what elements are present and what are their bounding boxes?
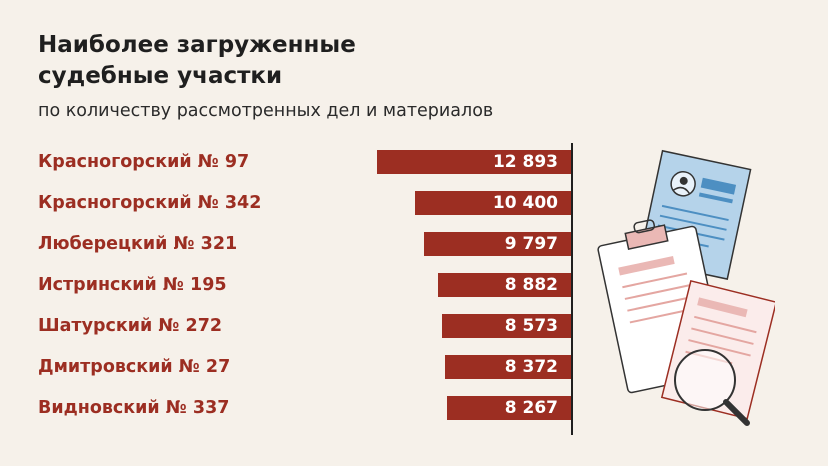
category-label: Видновский № 337 bbox=[38, 398, 230, 418]
category-label: Дмитровский № 27 bbox=[38, 357, 231, 377]
category-label: Люберецкий № 321 bbox=[38, 234, 238, 254]
bar-value-label: 12 893 bbox=[492, 152, 558, 172]
bar: 8 267 bbox=[446, 396, 572, 420]
documents-clipboard-magnifier-icon bbox=[597, 149, 775, 426]
bar-value-label: 9 797 bbox=[504, 234, 558, 254]
bar: 8 882 bbox=[437, 273, 572, 297]
bar: 12 893 bbox=[377, 150, 572, 174]
bar: 8 573 bbox=[442, 314, 572, 338]
bar-value-label: 10 400 bbox=[492, 193, 558, 213]
category-label: Шатурский № 272 bbox=[38, 316, 223, 336]
bar: 10 400 bbox=[414, 191, 572, 215]
category-label: Красногорский № 342 bbox=[38, 193, 262, 213]
category-label: Истринский № 195 bbox=[38, 275, 227, 295]
category-label: Красногорский № 97 bbox=[38, 152, 250, 172]
axis-line bbox=[571, 143, 573, 435]
title-line-1: Наиболее загруженные bbox=[38, 32, 356, 58]
bar-value-label: 8 372 bbox=[504, 357, 558, 377]
chart-title: Наиболее загруженные судебные участки bbox=[38, 30, 438, 92]
chart-subtitle: по количеству рассмотренных дел и матери… bbox=[38, 101, 494, 121]
bar-value-label: 8 267 bbox=[504, 398, 558, 418]
bar-value-label: 8 882 bbox=[504, 275, 558, 295]
bar: 8 372 bbox=[445, 355, 572, 379]
bar-value-label: 8 573 bbox=[504, 316, 558, 336]
bar: 9 797 bbox=[423, 232, 572, 256]
title-line-2: судебные участки bbox=[38, 63, 283, 89]
